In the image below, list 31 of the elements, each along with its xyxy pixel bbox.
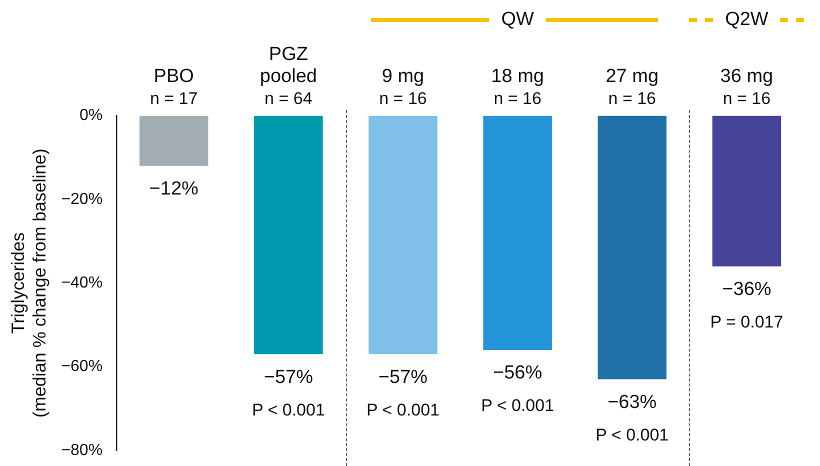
- data-label: −57%: [378, 366, 428, 388]
- text: n = 16: [379, 88, 427, 108]
- data-label: −12%: [149, 178, 199, 200]
- y-tick-label: 0%: [79, 107, 103, 124]
- y-tick-label: −40%: [61, 274, 103, 292]
- data-label: −56%: [493, 362, 542, 384]
- annotation: P < 0.001: [252, 400, 325, 420]
- text: n = 64: [264, 88, 312, 108]
- data-label: −36%: [722, 279, 772, 300]
- annotation: P < 0.001: [481, 396, 554, 416]
- data-label: −63%: [608, 392, 657, 414]
- x-tick-label: PGZ pooled: [260, 44, 317, 88]
- x-tick-label: PBO: [154, 66, 194, 88]
- x-tick-label: 27 mg: [606, 66, 659, 88]
- text: n = 17: [150, 88, 198, 108]
- text: Q2W: [725, 9, 768, 30]
- text: n = 16: [722, 88, 771, 108]
- annotation: P < 0.001: [366, 400, 440, 420]
- data-label: −57%: [264, 366, 314, 388]
- annotation: P = 0.017: [710, 312, 784, 332]
- y-tick-label: −60%: [61, 358, 103, 376]
- y-axis-title: Triglycerides (median % change from baseline): [8, 148, 50, 418]
- x-tick-label: 9 mg: [382, 66, 424, 88]
- y-tick-label: −80%: [61, 442, 103, 459]
- text: QW: [501, 9, 534, 30]
- annotation: P < 0.001: [596, 425, 669, 444]
- text: n = 16: [494, 88, 542, 108]
- text: n = 16: [608, 88, 656, 108]
- x-tick-label: 36 mg: [720, 66, 774, 88]
- x-tick-label: 18 mg: [491, 66, 544, 88]
- y-tick-label: −20%: [61, 190, 103, 208]
